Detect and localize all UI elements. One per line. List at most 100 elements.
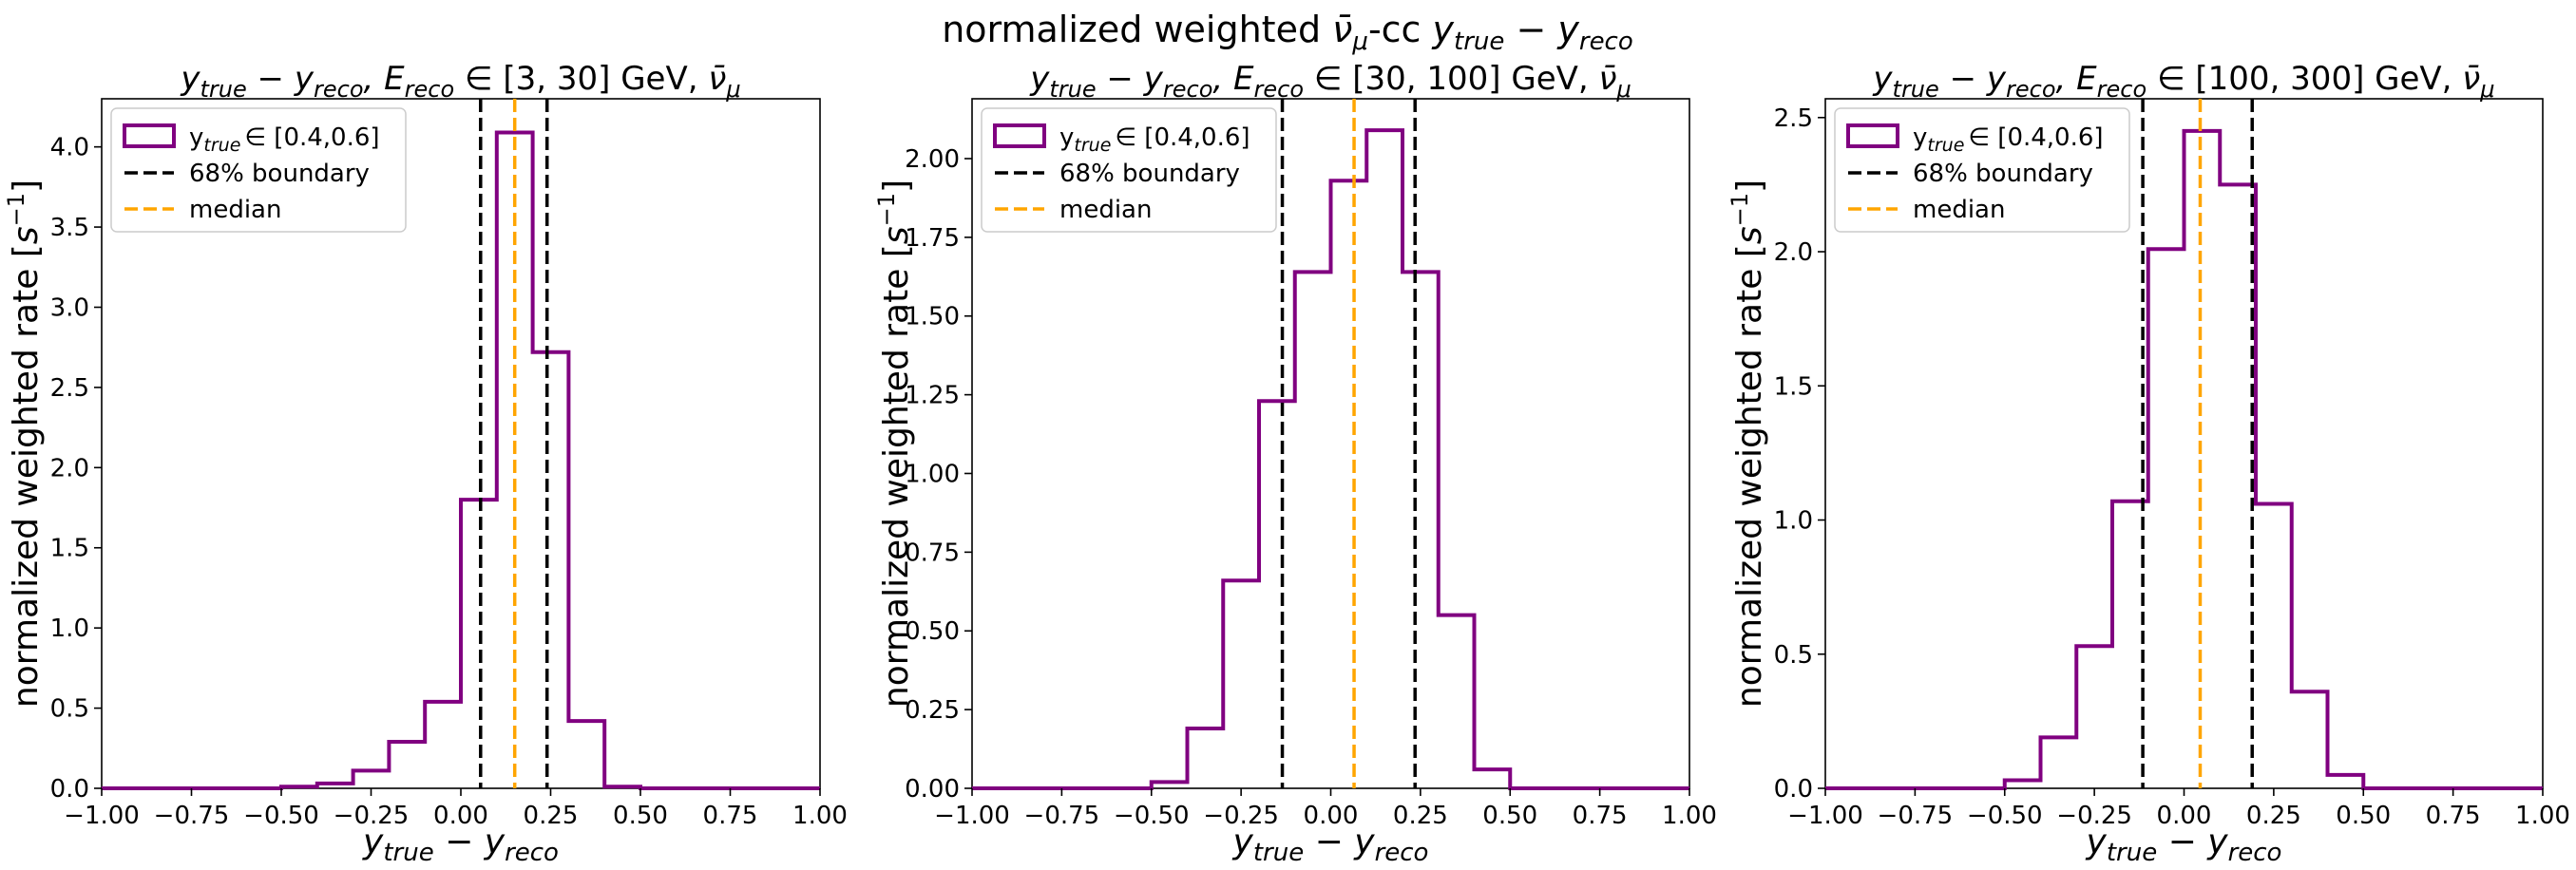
panel-1-xlabel-sub-reco: reco bbox=[505, 839, 559, 865]
panel-1-xlabel-sub-true: true bbox=[383, 839, 433, 865]
panel-2-legend-hist-sub: true bbox=[1074, 135, 1111, 156]
panel-1-title-minus-y: − y bbox=[247, 60, 315, 98]
panel-3-legend-hist-range: ∈ [0.4,0.6] bbox=[1968, 123, 2103, 152]
panel-1-ylabel-text: normalized weighted rate [ bbox=[7, 244, 46, 708]
panel-3-legend-boundary-label: 68% boundary bbox=[1913, 160, 2093, 188]
panel-3-xlabel-sub-true: true bbox=[2107, 839, 2157, 865]
panel-2-ytick-label-0: 0.00 bbox=[905, 775, 960, 804]
panel-3-ylabel-close: ] bbox=[1730, 180, 1769, 193]
panel-1-ytick-label-1: 0.5 bbox=[50, 695, 89, 724]
panel-2-title-y: y bbox=[1029, 60, 1050, 98]
panel-1-xtick-label-0: −1.00 bbox=[64, 802, 140, 830]
panel-3-xlabel: ytrue − yreco bbox=[2086, 823, 2282, 865]
panel-2-legend-hist-range: ∈ [0.4,0.6] bbox=[1115, 123, 1250, 152]
panel-1-xtick-label-6: 0.50 bbox=[613, 802, 668, 830]
panel-1-xtick-label-7: 0.75 bbox=[703, 802, 758, 830]
panel-2-ylabel-text: normalized weighted rate [ bbox=[877, 244, 916, 708]
panel-2-xlabel-sub-true: true bbox=[1253, 839, 1304, 865]
panel-1-title-y: y bbox=[180, 60, 200, 98]
panel-2-title-nu: ν̄ bbox=[1598, 60, 1616, 98]
panel-1-xtick-label-4: 0.00 bbox=[433, 802, 488, 830]
panel-3-legend-box bbox=[1834, 107, 2130, 233]
panel-1-legend-boundary-label: 68% boundary bbox=[189, 160, 370, 188]
panel-2-xtick-label-5: 0.25 bbox=[1393, 802, 1448, 830]
panel-2-ytick-label-3: 0.75 bbox=[905, 539, 960, 567]
panel-3-legend-hist-y: y bbox=[1913, 123, 1927, 152]
panel-2-legend-median-label: median bbox=[1059, 196, 1152, 224]
panel-3-ytick-label-4: 2.0 bbox=[1774, 238, 1813, 267]
panel-2-ylabel: normalized weighted rate [s−1] bbox=[873, 180, 916, 708]
panel-3-ylabel-text: normalized weighted rate [ bbox=[1730, 244, 1769, 708]
panel-2-ytick-label-5: 1.25 bbox=[905, 382, 960, 410]
panel-2-ytick-label-2: 0.50 bbox=[905, 617, 960, 646]
panel-1-ytick-label-8: 4.0 bbox=[50, 134, 89, 162]
panel-1-title-sub-reco: reco bbox=[314, 76, 364, 103]
panel-2-legend-hist-y: y bbox=[1059, 123, 1074, 152]
panel-3-title-nu: ν̄ bbox=[2462, 60, 2480, 98]
panel-3-ytick-label-2: 1.0 bbox=[1774, 507, 1813, 536]
panel-1-xlabel-y: y bbox=[362, 823, 384, 861]
panel-1-ylabel-s: s bbox=[7, 226, 46, 244]
panel-2-xtick-label-6: 0.50 bbox=[1482, 802, 1537, 830]
panel-3-xtick-label-6: 0.50 bbox=[2336, 802, 2391, 830]
panel-1-xtick-label-1: −0.75 bbox=[154, 802, 230, 830]
panel-3-ytick-label-3: 1.5 bbox=[1774, 372, 1813, 401]
panel-3-title-minus-y: − y bbox=[1939, 60, 2007, 98]
panel-1-xtick-label-5: 0.25 bbox=[524, 802, 579, 830]
panel-2-xtick-label-2: −0.50 bbox=[1114, 802, 1190, 830]
panel-1-legend-hist-swatch bbox=[123, 123, 176, 148]
panel-1-legend-hist-range: ∈ [0.4,0.6] bbox=[244, 123, 379, 152]
panel-2-title: ytrue − yreco, Ereco ∈ [30, 100] GeV, ν̄… bbox=[1029, 60, 1631, 103]
panel-3-xtick-label-7: 0.75 bbox=[2426, 802, 2481, 830]
panel-3-ylabel-exp: −1 bbox=[1727, 193, 1753, 226]
figure-suptitle: normalized weighted ν̄μ-cc ytrue − yreco bbox=[942, 9, 1633, 56]
panel-1-title: ytrue − yreco, Ereco ∈ [3, 30] GeV, ν̄μ bbox=[180, 60, 740, 103]
panel-3-xtick-label-1: −0.75 bbox=[1878, 802, 1954, 830]
panel-2-title-sub-true: true bbox=[1049, 76, 1096, 103]
panel-1-ytick-label-3: 1.5 bbox=[50, 535, 89, 563]
panel-2-ytick-label-8: 2.00 bbox=[905, 145, 960, 174]
panel-3-legend-median-label: median bbox=[1913, 196, 2005, 224]
panel-1-legend-hist-sub: true bbox=[203, 135, 240, 156]
panel-1-xlabel-minus-y: − y bbox=[434, 823, 506, 861]
panel-3-xlabel-y: y bbox=[2086, 823, 2108, 861]
panel-1-title-sub-ereco: reco bbox=[405, 76, 455, 103]
panel-2-title-e: , E bbox=[1212, 60, 1254, 98]
panel-1-title-sub-true: true bbox=[200, 76, 246, 103]
panel-3-xtick-label-3: −0.25 bbox=[2056, 802, 2132, 830]
panel-3: −1.00 −0.75 −0.50 −0.25 0.00 0.25 0.50 0.75 1.00… bbox=[1727, 60, 2570, 867]
panel-2-ylabel-s: s bbox=[877, 226, 916, 244]
panel-3-ytick-label-0: 0.0 bbox=[1774, 775, 1813, 804]
panel-2-ytick-label-7: 1.75 bbox=[905, 224, 960, 253]
panel-2-ylabel-close: ] bbox=[877, 180, 916, 193]
panel-3-ytick-label-5: 2.5 bbox=[1774, 104, 1813, 133]
panel-3-xtick-label-5: 0.25 bbox=[2246, 802, 2301, 830]
panel-2-xlabel: ytrue − yreco bbox=[1232, 823, 1429, 865]
panel-2-xlabel-sub-reco: reco bbox=[1375, 839, 1429, 865]
panel-2-legend-box bbox=[981, 107, 1277, 233]
panel-1-ytick-label-6: 3.0 bbox=[50, 293, 89, 322]
panel-2-xtick-label-7: 0.75 bbox=[1573, 802, 1628, 830]
panel-2-ytick-label-1: 0.25 bbox=[905, 696, 960, 725]
panel-3-xtick-label-4: 0.00 bbox=[2157, 802, 2212, 830]
panel-3-title-sub-true: true bbox=[1893, 76, 1939, 103]
panel-3-xtick-label-8: 1.00 bbox=[2515, 802, 2570, 830]
panel-1-legend-hist-label: ytrue ∈ [0.4,0.6] bbox=[189, 123, 380, 156]
panel-2-legend-hist-swatch bbox=[993, 123, 1046, 148]
panel-1-ylabel-exp: −1 bbox=[3, 193, 29, 226]
panel-3-legend-hist-sub: true bbox=[1927, 135, 1964, 156]
panel-1-ytick-label-0: 0.0 bbox=[50, 775, 89, 804]
panel-1-ytick-label-4: 2.0 bbox=[50, 454, 89, 482]
panel-2-xtick-label-8: 1.00 bbox=[1662, 802, 1717, 830]
panel-3-title-y: y bbox=[1872, 60, 1893, 98]
panel-1-histogram bbox=[102, 130, 820, 790]
panel-2-ylabel-exp: −1 bbox=[873, 193, 900, 226]
panel-3-ytick-label-1: 0.5 bbox=[1774, 641, 1813, 670]
panel-1-ytick-label-7: 3.5 bbox=[50, 214, 89, 242]
panel-1: −1.00 −0.75 −0.50 −0.25 0.00 0.25 0.50 0.75 1.00… bbox=[3, 60, 848, 867]
panel-2-histogram bbox=[972, 128, 1689, 790]
panel-2-xtick-label-0: −1.00 bbox=[934, 802, 1010, 830]
panel-2-xlabel-y: y bbox=[1232, 823, 1254, 861]
